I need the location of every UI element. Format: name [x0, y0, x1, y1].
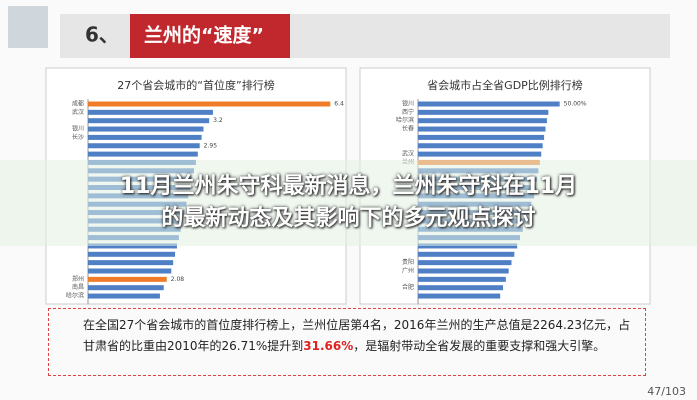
bar: [418, 285, 503, 291]
category-label: 哈尔滨: [396, 116, 414, 124]
category-label: 银川: [72, 125, 84, 133]
bar: [418, 260, 512, 266]
value-label: 50.00%: [564, 101, 587, 108]
right-chart-title: 省会城市占全省GDP比例排行榜: [427, 78, 583, 92]
bar: [88, 293, 160, 299]
header-number: 6、: [85, 23, 119, 47]
header-title-box: [130, 14, 290, 58]
value-label: 6.4: [334, 101, 344, 108]
bar: [88, 268, 172, 274]
category-label: 合肥: [402, 283, 414, 291]
summary-box: 在全国27个省会城市的首位度排行榜上，兰州位居第4名，2016年兰州的生产总值是…: [48, 308, 646, 376]
bar: [88, 134, 202, 140]
category-label: 成都: [72, 100, 84, 108]
category-label: 广州: [402, 267, 414, 275]
bar: [418, 101, 560, 107]
bar: [418, 118, 547, 124]
bar: [418, 251, 515, 257]
category-label: 长春: [402, 125, 414, 133]
bar: [88, 285, 164, 291]
value-label: 2.08: [171, 276, 185, 283]
category-label: 长沙: [72, 133, 84, 141]
category-label: 武汉: [402, 150, 414, 158]
category-label: 武汉: [72, 108, 84, 116]
category-label: 银川: [402, 100, 414, 108]
bar: [88, 276, 167, 282]
overlay-title: 11月兰州朱守科最新消息，兰州朱守科在11月: [119, 174, 578, 199]
logo: [8, 6, 48, 48]
bar: [418, 134, 545, 140]
value-label: 2.95: [204, 142, 218, 149]
summary-highlight: 31.66%: [303, 339, 354, 353]
category-label: 哈尔滨: [66, 292, 84, 300]
bar: [418, 268, 509, 274]
bar: [88, 260, 174, 266]
category-label: 南昌: [72, 283, 84, 291]
category-label: 西宁: [402, 108, 414, 116]
bar: [418, 276, 506, 282]
summary-text: 在全国27个省会城市的首位度排行榜上，兰州位居第4名，2016年兰州的生产总值是…: [83, 318, 631, 353]
bar: [88, 118, 210, 124]
page-number: 47/103: [647, 385, 686, 398]
summary-text: ，是辐射带动全省发展的重要支撑和强大引擎。: [353, 339, 606, 353]
overlay-title: 的最新动态及其影响下的多元观点探讨: [161, 206, 536, 231]
category-label: 郑州: [72, 275, 84, 283]
bar: [88, 101, 331, 107]
bar: [418, 126, 546, 132]
overlay-banner: 11月兰州朱守科最新消息，兰州朱守科在11月 的最新动态及其影响下的多元观点探讨: [0, 160, 697, 246]
bar: [88, 151, 198, 157]
left-chart-title: 27个省会城市的“首位度”排行榜: [117, 78, 274, 92]
bar: [418, 293, 501, 299]
header-title: 兰州的“速度”: [144, 24, 264, 47]
bar: [88, 143, 200, 149]
bar: [88, 251, 176, 257]
bar: [88, 109, 213, 115]
bar: [418, 143, 543, 149]
bar: [418, 151, 542, 157]
value-label: 3.2: [213, 117, 223, 124]
category-label: 贵阳: [402, 258, 414, 266]
bar: [88, 126, 204, 132]
bar: [418, 109, 549, 115]
